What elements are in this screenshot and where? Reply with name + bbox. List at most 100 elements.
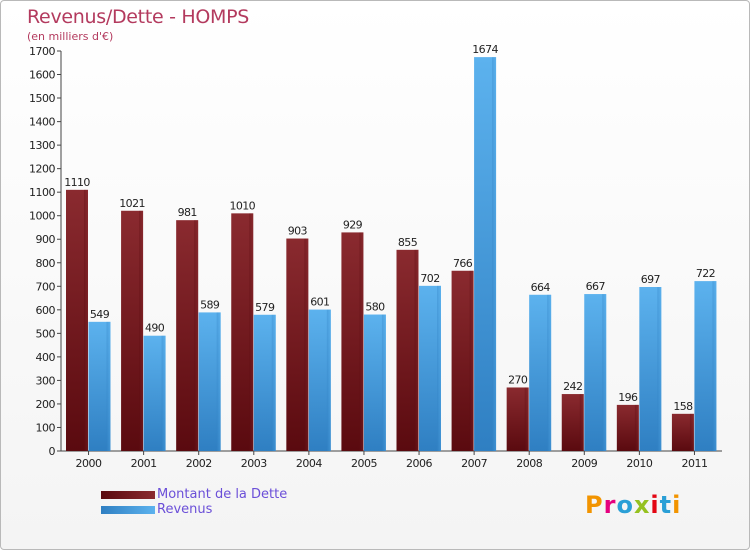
- data-label-dette: 903: [288, 225, 308, 238]
- x-tick-label: 2001: [131, 457, 157, 470]
- bar-revenus-shade: [492, 57, 497, 451]
- bar-revenus-shade: [381, 314, 386, 451]
- x-tick-label: 2006: [406, 457, 432, 470]
- bar-dette-shade: [139, 210, 144, 451]
- data-label-revenus: 490: [145, 322, 165, 335]
- data-label-dette: 158: [673, 400, 693, 413]
- bar-dette: [561, 394, 584, 451]
- y-tick-label: 0: [49, 445, 56, 458]
- data-label-dette: 1110: [64, 176, 90, 189]
- y-tick-label: 100: [36, 421, 56, 434]
- bar-dette: [451, 270, 474, 451]
- bar-dette-shade: [579, 394, 584, 451]
- proxiti-logo: Proxiti: [585, 491, 681, 519]
- y-tick-label: 500: [36, 327, 56, 340]
- data-label-dette: 981: [178, 206, 197, 219]
- data-label-dette: 766: [453, 257, 473, 270]
- bar-revenus: [198, 312, 221, 451]
- y-tick-label: 1100: [29, 186, 55, 199]
- chart-legend: Montant de la Dette Revenus: [101, 487, 287, 517]
- bar-revenus-shade: [712, 281, 717, 451]
- data-label-revenus: 589: [200, 298, 220, 311]
- x-tick-label: 2003: [241, 457, 267, 470]
- data-label-revenus: 697: [641, 273, 661, 286]
- bar-revenus-shade: [106, 321, 111, 451]
- bar-dette: [506, 387, 529, 451]
- bar-dette: [616, 404, 639, 451]
- bar-revenus-shade: [602, 294, 607, 451]
- y-tick-label: 1200: [29, 163, 55, 176]
- legend-label-revenus: Revenus: [157, 502, 213, 517]
- data-label-dette: 270: [508, 373, 528, 386]
- bar-dette-shade: [249, 213, 254, 451]
- logo-letter: r: [603, 491, 617, 519]
- bar-revenus: [88, 321, 111, 451]
- bar-dette-shade: [524, 387, 529, 451]
- bar-revenus: [474, 57, 497, 451]
- bar-dette: [396, 249, 419, 451]
- data-label-dette: 855: [398, 236, 418, 249]
- bar-dette: [121, 210, 144, 451]
- y-tick-label: 800: [36, 257, 56, 270]
- bar-revenus-shade: [326, 309, 331, 451]
- logo-letter: i: [672, 491, 682, 519]
- data-label-revenus: 667: [586, 280, 606, 293]
- legend-label-dette: Montant de la Dette: [157, 487, 288, 502]
- data-label-revenus: 1674: [472, 43, 498, 56]
- bar-revenus-shade: [271, 314, 276, 451]
- bar-dette: [176, 220, 199, 451]
- chart-title: Revenus/Dette - HOMPS: [27, 6, 250, 28]
- y-tick-label: 600: [36, 304, 56, 317]
- data-label-dette: 929: [343, 218, 363, 231]
- bar-dette: [671, 413, 694, 451]
- bar-revenus: [419, 285, 441, 451]
- data-label-dette: 196: [618, 391, 638, 404]
- bar-revenus-shade: [437, 285, 441, 451]
- y-tick-label: 900: [36, 233, 56, 246]
- data-label-revenus: 579: [255, 301, 275, 314]
- logo-letter: i: [650, 491, 660, 519]
- chart-data-labels: 1110 549 1021 490 981 589 1010 579 903 601 929 580 8…: [64, 43, 715, 413]
- x-tick-label: 2009: [571, 457, 597, 470]
- bar-revenus: [639, 287, 662, 451]
- y-tick-label: 1400: [29, 116, 55, 129]
- bar-revenus-shade: [216, 312, 221, 451]
- y-tick-label: 300: [36, 374, 56, 387]
- x-tick-label: 2002: [186, 457, 212, 470]
- y-tick-label: 200: [36, 398, 56, 411]
- y-tick-label: 1000: [29, 210, 55, 223]
- x-tick-label: 2010: [626, 457, 652, 470]
- data-label-dette: 1021: [119, 197, 145, 210]
- chart-subtitle: (en milliers d'€): [27, 30, 114, 43]
- data-label-revenus: 601: [310, 296, 329, 309]
- logo-letter: P: [585, 491, 604, 519]
- x-tick-label: 2000: [76, 457, 102, 470]
- chart-bars: [66, 57, 717, 451]
- bar-dette-shade: [304, 238, 309, 451]
- bar-dette-shade: [469, 270, 474, 451]
- logo-letter: x: [633, 491, 651, 519]
- bar-revenus-shade: [547, 294, 552, 451]
- bar-dette: [66, 189, 88, 451]
- bar-dette-shade: [359, 232, 364, 451]
- x-tick-label: 2004: [296, 457, 322, 470]
- data-label-revenus: 580: [365, 301, 385, 314]
- data-label-revenus: 549: [90, 308, 110, 321]
- bar-revenus: [143, 335, 166, 451]
- bar-dette-shade: [84, 189, 88, 451]
- legend-swatch-dette: [101, 490, 155, 499]
- legend-item-revenus: Revenus: [101, 502, 287, 517]
- data-label-dette: 242: [563, 380, 582, 393]
- logo-letter: t: [659, 491, 673, 519]
- bar-revenus: [529, 294, 552, 451]
- y-tick-label: 700: [36, 280, 56, 293]
- chart-axes: 0 100 200 300 400 500 600 700 800 900 1000 1100 1200…: [29, 45, 722, 470]
- bar-dette-shade: [689, 413, 694, 451]
- y-tick-label: 1600: [29, 69, 55, 82]
- data-label-revenus: 702: [420, 272, 439, 285]
- bar-dette: [286, 238, 309, 451]
- bar-dette: [341, 232, 364, 451]
- data-label-dette: 1010: [229, 199, 255, 212]
